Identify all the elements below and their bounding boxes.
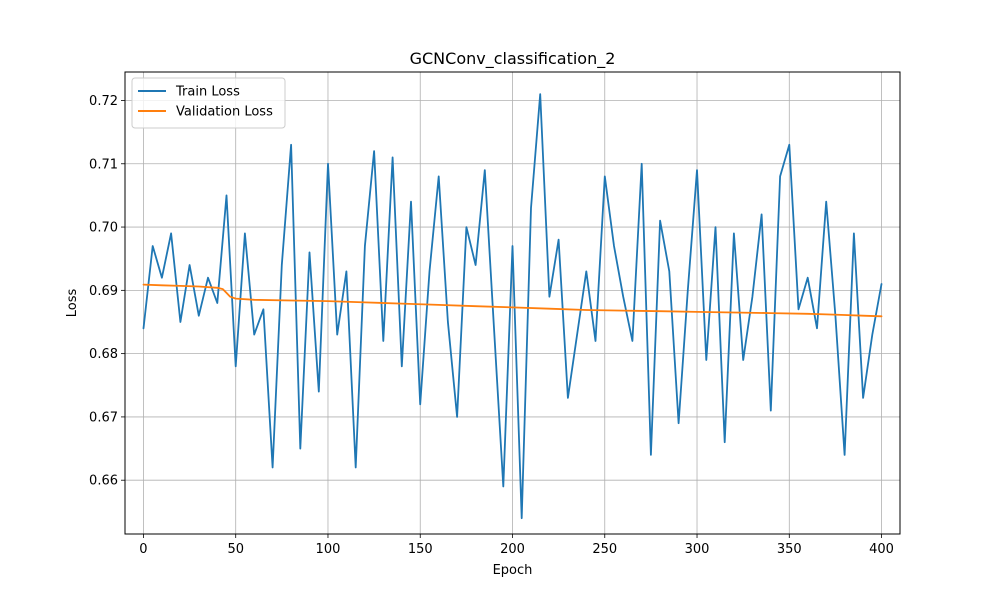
y-axis-ticks: 0.66 0.67 0.68 0.69 0.70 0.71 0.72 [89,94,125,489]
chart-title: GCNConv_classification_2 [410,49,616,69]
x-tick-label: 300 [685,542,710,557]
legend-box [131,77,286,129]
y-tick-label: 0.72 [89,94,118,109]
y-tick-label: 0.70 [89,221,118,236]
series-line-1 [142,283,883,318]
x-tick-label: 0 [139,542,147,557]
series-line-0 [142,93,883,520]
series-layer [142,93,883,520]
legend-label-train-loss: Train Loss [175,85,240,100]
x-tick-label: 150 [408,542,433,557]
legend: Train Loss Validation Loss [131,77,286,129]
y-axis-label: Loss [65,289,80,318]
x-tick-label: 50 [227,542,244,557]
y-tick-label: 0.71 [89,157,118,172]
x-axis-label: Epoch [493,563,533,578]
y-tick-label: 0.66 [89,474,118,489]
x-tick-label: 250 [592,542,617,557]
y-tick-label: 0.68 [89,347,118,362]
y-tick-label: 0.67 [89,410,118,425]
y-tick-label: 0.69 [89,284,118,299]
legend-label-validation-loss: Validation Loss [176,105,273,120]
x-tick-label: 200 [500,542,525,557]
x-axis-ticks: 0 50 100 150 200 250 300 350 400 [139,534,894,557]
x-tick-label: 100 [316,542,341,557]
x-tick-label: 350 [777,542,802,557]
x-tick-label: 400 [869,542,894,557]
